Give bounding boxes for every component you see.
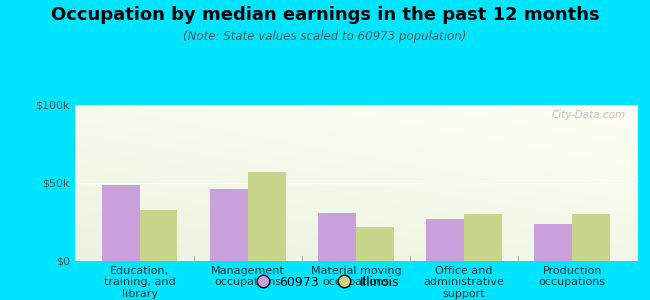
Bar	[426, 219, 464, 261]
Bar	[210, 189, 248, 261]
Text: City-Data.com: City-Data.com	[552, 110, 626, 120]
Bar	[318, 213, 356, 261]
Bar	[140, 209, 177, 261]
Bar	[102, 184, 140, 261]
Bar	[572, 214, 610, 261]
Text: Occupation by median earnings in the past 12 months: Occupation by median earnings in the pas…	[51, 6, 599, 24]
Bar	[534, 224, 572, 261]
Bar	[248, 172, 285, 261]
Bar	[464, 214, 502, 261]
Text: (Note: State values scaled to 60973 population): (Note: State values scaled to 60973 popu…	[183, 30, 467, 43]
Legend: 60973, Illinois: 60973, Illinois	[246, 271, 404, 294]
Bar	[356, 227, 394, 261]
